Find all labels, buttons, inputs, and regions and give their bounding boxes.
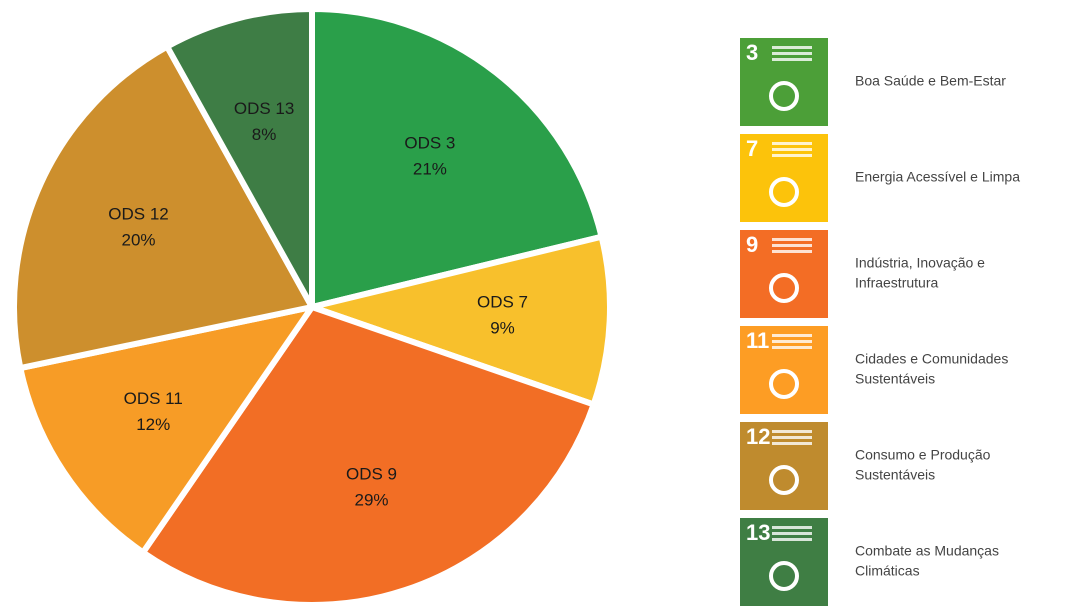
icon-symbol	[769, 465, 799, 495]
icon-detail	[772, 148, 812, 151]
slice-value: 29%	[354, 491, 388, 510]
legend-item: 9 Indústria, Inovação e Infraestrutura	[740, 230, 985, 318]
icon-detail	[772, 334, 812, 337]
slice-value: 8%	[252, 125, 277, 144]
legend-label: Energia Acessível e Limpa	[855, 169, 1020, 185]
icon-detail	[772, 250, 812, 253]
legend-item: 12 Consumo e Produção Sustentáveis	[740, 422, 991, 510]
icon-detail	[772, 442, 812, 445]
icon-detail	[772, 238, 812, 241]
icon-symbol	[769, 81, 799, 111]
sdg-number: 12	[746, 424, 770, 449]
pie-slice	[309, 6, 605, 310]
icon-symbol	[769, 369, 799, 399]
legend-label: Combate as Mudanças	[855, 543, 999, 559]
icon-detail	[772, 346, 812, 349]
slice-category: ODS 9	[346, 465, 397, 484]
icon-detail	[772, 142, 812, 145]
legend-item: 11 Cidades e Comunidades Sustentáveis	[740, 326, 1008, 414]
slice-value: 9%	[490, 319, 515, 338]
icon-detail	[772, 526, 812, 529]
pie-slice	[140, 304, 597, 608]
legend-item: 7 Energia Acessível e Limpa	[740, 134, 1020, 222]
legend-label: Infraestrutura	[855, 275, 938, 291]
icon-detail	[772, 340, 812, 343]
pie-slice	[309, 233, 613, 408]
legend-item: 13 Combate as Mudanças Climáticas	[740, 518, 999, 606]
legend-label: Sustentáveis	[855, 467, 935, 483]
sdg-number: 7	[746, 136, 758, 161]
sdg-number: 13	[746, 520, 770, 545]
slice-value: 12%	[136, 415, 170, 434]
icon-detail	[772, 538, 812, 541]
icon-detail	[772, 436, 812, 439]
legend-label: Indústria, Inovação e	[855, 255, 985, 271]
legend-label: Consumo e Produção	[855, 447, 991, 463]
icon-symbol	[769, 273, 799, 303]
slice-category: ODS 13	[234, 99, 294, 118]
pie-slice	[11, 43, 315, 372]
legend-label: Climáticas	[855, 563, 920, 579]
slice-category: ODS 12	[108, 204, 168, 223]
sdg-number: 9	[746, 232, 758, 257]
icon-detail	[772, 46, 812, 49]
icon-detail	[772, 430, 812, 433]
slice-category: ODS 11	[124, 389, 183, 408]
legend-label: Sustentáveis	[855, 371, 935, 387]
icon-detail	[772, 154, 812, 157]
legend-label: Boa Saúde e Bem-Estar	[855, 73, 1006, 89]
slice-category: ODS 7	[477, 293, 528, 312]
icon-detail	[772, 244, 812, 247]
sdg-number: 11	[746, 328, 769, 353]
legend-item: 3 Boa Saúde e Bem-Estar	[740, 38, 1006, 126]
legend-label: Cidades e Comunidades	[855, 351, 1008, 367]
icon-detail	[772, 52, 812, 55]
icon-detail	[772, 58, 812, 61]
sdg-number: 3	[746, 40, 758, 65]
pie-slice	[164, 6, 315, 310]
slice-value: 21%	[413, 160, 447, 179]
slice-value: 20%	[121, 230, 155, 249]
pie-slice	[17, 304, 315, 556]
icon-detail	[772, 532, 812, 535]
icon-symbol	[769, 561, 799, 591]
icon-symbol	[769, 177, 799, 207]
slice-category: ODS 3	[404, 134, 455, 153]
